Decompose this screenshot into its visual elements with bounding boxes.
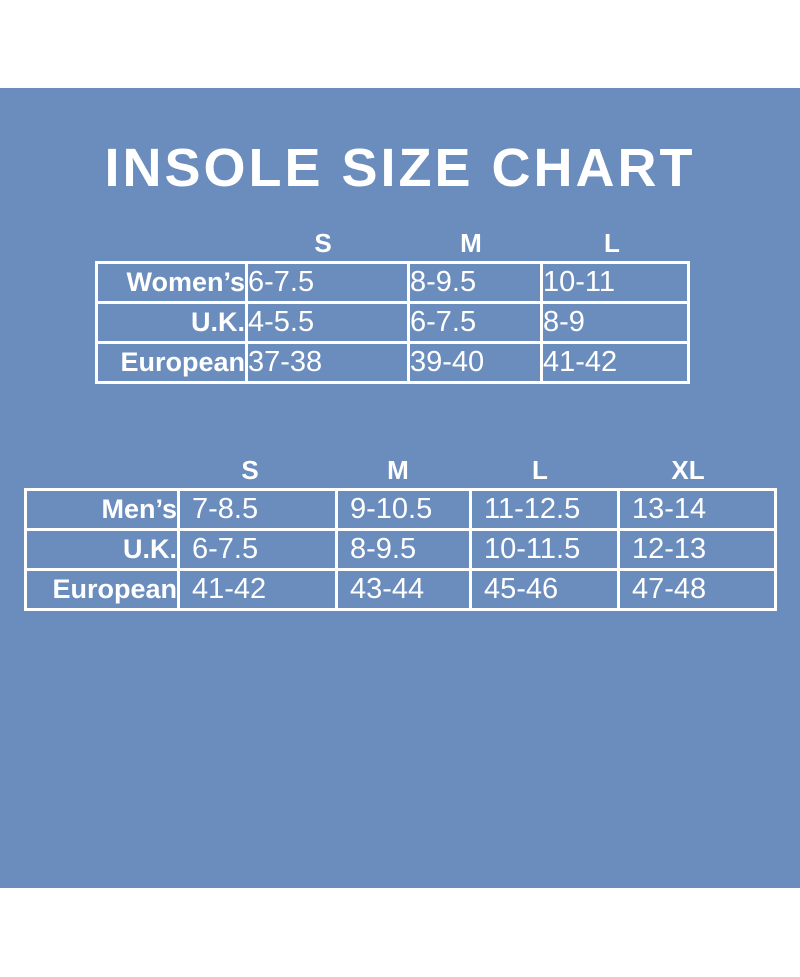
table-cell: 11-12.5 (469, 488, 620, 531)
row-label: U.K. (24, 528, 180, 571)
table-cell: 8-9.5 (407, 261, 543, 304)
men-col-header-m: M (387, 455, 409, 485)
table-cell: 4-5.5 (245, 301, 410, 344)
table-cell: 41-42 (540, 341, 690, 384)
table-cell: 8-9.5 (335, 528, 472, 571)
women-col-header-m: M (460, 228, 482, 258)
chart-title: INSOLE SIZE CHART (104, 138, 696, 198)
row-label: European (24, 568, 180, 611)
table-row: U.K. 4-5.5 6-7.5 8-9 (95, 301, 690, 344)
row-label: European (95, 341, 248, 384)
row-label: Women’s (95, 261, 248, 304)
table-cell: 13-14 (617, 488, 777, 531)
table-row: U.K. 6-7.5 8-9.5 10-11.5 12-13 (24, 528, 777, 571)
women-col-header-s: S (314, 228, 332, 258)
table-cell: 47-48 (617, 568, 777, 611)
table-cell: 10-11 (540, 261, 690, 304)
men-col-header-s: S (241, 455, 259, 485)
women-size-table: Women’s 6-7.5 8-9.5 10-11 U.K. 4-5.5 6-7… (95, 261, 690, 384)
table-cell: 9-10.5 (335, 488, 472, 531)
table-cell: 8-9 (540, 301, 690, 344)
table-row: Men’s 7-8.5 9-10.5 11-12.5 13-14 (24, 488, 777, 531)
men-col-header-xl: XL (671, 455, 705, 485)
table-cell: 6-7.5 (177, 528, 338, 571)
table-cell: 7-8.5 (177, 488, 338, 531)
table-cell: 6-7.5 (245, 261, 410, 304)
row-label: Men’s (24, 488, 180, 531)
row-label: U.K. (95, 301, 248, 344)
table-row: Women’s 6-7.5 8-9.5 10-11 (95, 261, 690, 304)
table-cell: 39-40 (407, 341, 543, 384)
table-cell: 6-7.5 (407, 301, 543, 344)
table-row: European 41-42 43-44 45-46 47-48 (24, 568, 777, 611)
table-cell: 10-11.5 (469, 528, 620, 571)
table-cell: 43-44 (335, 568, 472, 611)
table-cell: 12-13 (617, 528, 777, 571)
women-col-header-l: L (604, 228, 620, 258)
men-size-table: Men’s 7-8.5 9-10.5 11-12.5 13-14 U.K. 6-… (24, 488, 777, 611)
table-cell: 45-46 (469, 568, 620, 611)
men-col-header-l: L (532, 455, 548, 485)
table-row: European 37-38 39-40 41-42 (95, 341, 690, 384)
table-cell: 41-42 (177, 568, 338, 611)
table-cell: 37-38 (245, 341, 410, 384)
